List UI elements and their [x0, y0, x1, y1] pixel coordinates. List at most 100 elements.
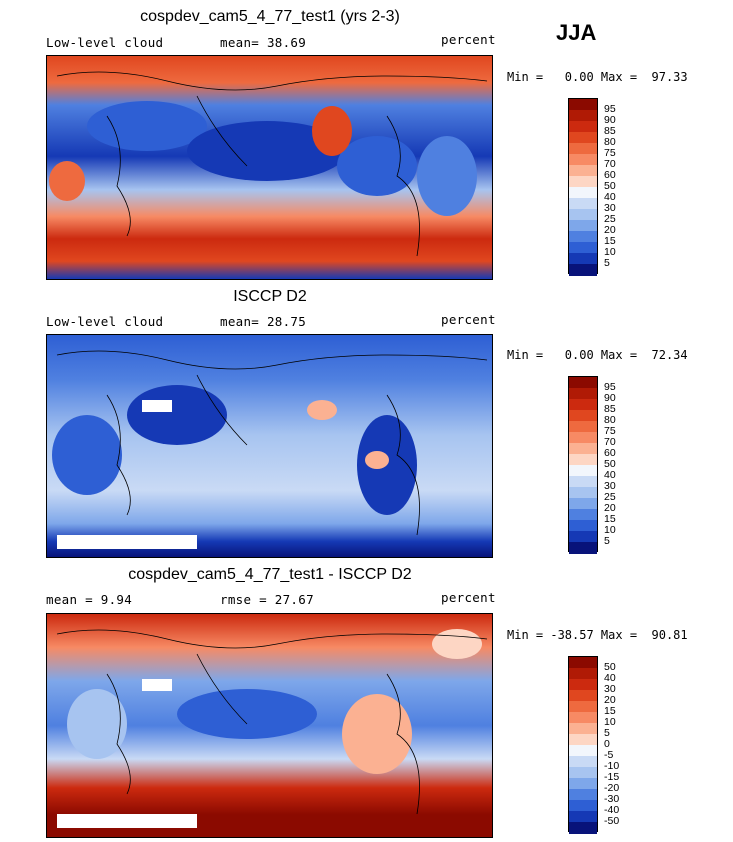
- panel-2-variable-label: Low-level cloud: [46, 314, 164, 329]
- colorbar-swatch: [569, 110, 597, 122]
- panel-3-mean-label: mean = 9.94: [46, 592, 133, 607]
- panel-2-units-label: percent: [441, 312, 496, 327]
- colorbar-tick-label: 70: [604, 436, 616, 448]
- panel-1-mean-label: mean= 38.69: [220, 35, 307, 50]
- colorbar-swatch: [569, 399, 597, 411]
- colorbar-swatch: [569, 811, 597, 823]
- colorbar-tick-label: 85: [604, 403, 616, 415]
- panel-2-min-max: Min = 0.00 Max = 72.34: [507, 348, 688, 362]
- colorbar-swatch: [569, 778, 597, 790]
- colorbar-swatch: [569, 154, 597, 166]
- panel-2-mean-label: mean= 28.75: [220, 314, 307, 329]
- colorbar-tick-label: 10: [604, 524, 616, 536]
- colorbar-swatch: [569, 121, 597, 133]
- colorbar-swatch: [569, 668, 597, 680]
- colorbar-tick-label: -20: [604, 782, 620, 794]
- colorbar-tick-label: 40: [604, 672, 616, 684]
- colorbar-swatch: [569, 242, 597, 254]
- colorbar-tick-label: 25: [604, 213, 616, 225]
- colorbar-tick-label: -5: [604, 749, 614, 761]
- colorbar-swatch: [569, 767, 597, 779]
- colorbar-swatch: [569, 465, 597, 477]
- colorbar-swatch: [569, 822, 597, 834]
- colorbar-swatch: [569, 745, 597, 757]
- colorbar-swatch: [569, 187, 597, 199]
- colorbar-tick-label: 95: [604, 103, 616, 115]
- panel-1-map: [46, 55, 493, 280]
- panel-3-map-field: [47, 614, 492, 837]
- colorbar-tick-label: 25: [604, 491, 616, 503]
- colorbar-swatch: [569, 443, 597, 455]
- colorbar-swatch: [569, 99, 597, 111]
- colorbar-tick-label: 60: [604, 169, 616, 181]
- panel-3-rmse-label: rmse = 27.67: [220, 592, 314, 607]
- colorbar-tick-label: 50: [604, 458, 616, 470]
- colorbar-tick-label: 75: [604, 147, 616, 159]
- colorbar-swatch: [569, 789, 597, 801]
- colorbar-tick-label: 90: [604, 392, 616, 404]
- colorbar-swatch: [569, 165, 597, 177]
- panel-2-map: [46, 334, 493, 558]
- colorbar-tick-label: 50: [604, 661, 616, 673]
- colorbar-swatch: [569, 520, 597, 532]
- colorbar-tick-label: 5: [604, 257, 610, 269]
- panel-1-map-field: [47, 56, 492, 279]
- colorbar-tick-label: 30: [604, 480, 616, 492]
- colorbar-tick-label: 40: [604, 469, 616, 481]
- colorbar-tick-label: 75: [604, 425, 616, 437]
- colorbar-swatch: [569, 701, 597, 713]
- colorbar-swatch: [569, 421, 597, 433]
- colorbar-tick-label: 10: [604, 246, 616, 258]
- colorbar-tick-label: -30: [604, 793, 620, 805]
- colorbar-tick-label: 0: [604, 738, 610, 750]
- colorbar-swatch: [569, 542, 597, 554]
- colorbar-tick-label: 10: [604, 716, 616, 728]
- colorbar-tick-label: 20: [604, 224, 616, 236]
- colorbar-tick-label: 15: [604, 235, 616, 247]
- colorbar-tick-label: 15: [604, 705, 616, 717]
- colorbar-tick-label: 20: [604, 502, 616, 514]
- colorbar-tick-label: 90: [604, 114, 616, 126]
- colorbar-swatch: [569, 531, 597, 543]
- colorbar-tick-label: -40: [604, 804, 620, 816]
- colorbar-tick-label: 40: [604, 191, 616, 203]
- colorbar-swatch: [569, 476, 597, 488]
- colorbar-swatch: [569, 264, 597, 276]
- panel-2-colorbar: 95 90 85 80 75 70 60 50 40 30 25 20 15 10 5: [568, 376, 616, 554]
- colorbar-swatch: [569, 756, 597, 768]
- panel-2-map-field: [47, 335, 492, 557]
- colorbar-swatch: [569, 723, 597, 735]
- colorbar-tick-label: 85: [604, 125, 616, 137]
- colorbar-swatch: [569, 690, 597, 702]
- colorbar-tick-label: -50: [604, 815, 620, 827]
- colorbar-swatch: [569, 209, 597, 221]
- panel-3-units-label: percent: [441, 590, 496, 605]
- colorbar-tick-label: 95: [604, 381, 616, 393]
- colorbar-swatch: [569, 734, 597, 746]
- colorbar-swatch: [569, 377, 597, 389]
- colorbar-tick-label: 15: [604, 513, 616, 525]
- colorbar-tick-label: 50: [604, 180, 616, 192]
- colorbar-swatch: [569, 253, 597, 265]
- panel-3-map: [46, 613, 493, 838]
- colorbar-swatch: [569, 800, 597, 812]
- colorbar-tick-label: 5: [604, 727, 610, 739]
- colorbar-swatch: [569, 198, 597, 210]
- colorbar-tick-label: 5: [604, 535, 610, 547]
- colorbar-tick-label: 30: [604, 683, 616, 695]
- panel-3-min-max: Min = -38.57 Max = 90.81: [507, 628, 688, 642]
- colorbar-tick-label: 80: [604, 136, 616, 148]
- panel-1-min-max: Min = 0.00 Max = 97.33: [507, 70, 688, 84]
- colorbar-swatch: [569, 388, 597, 400]
- colorbar-swatch: [569, 679, 597, 691]
- colorbar-swatch: [569, 410, 597, 422]
- colorbar-tick-label: 60: [604, 447, 616, 459]
- panel-2-title: ISCCP D2: [233, 288, 307, 305]
- colorbar-tick-label: -15: [604, 771, 620, 783]
- colorbar-swatch: [569, 657, 597, 669]
- colorbar-swatch: [569, 712, 597, 724]
- panel-1-variable-label: Low-level cloud: [46, 35, 164, 50]
- panel-1-units-label: percent: [441, 32, 496, 47]
- colorbar-swatch: [569, 220, 597, 232]
- season-label: JJA: [556, 20, 597, 45]
